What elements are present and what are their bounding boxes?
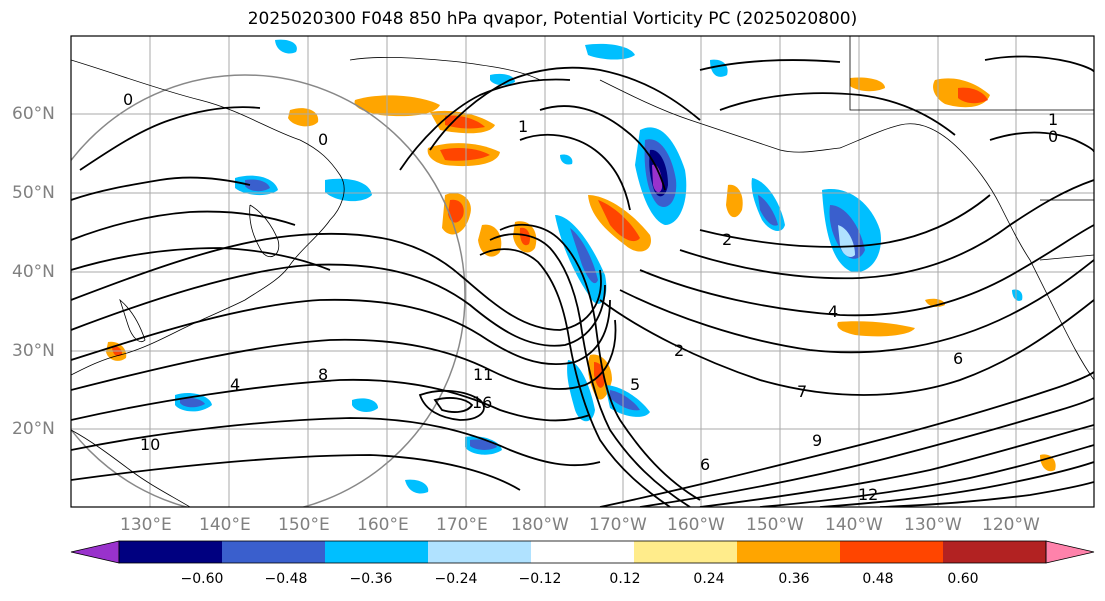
anomaly-patch — [837, 321, 915, 337]
anomaly-patch — [570, 228, 598, 284]
colorbar-segment — [325, 541, 429, 563]
contour-label: 0 — [318, 130, 328, 149]
range-circle — [71, 74, 466, 507]
colorbar-segment — [840, 541, 944, 563]
contour-label: 2 — [722, 230, 732, 249]
lon-label: 170°W — [589, 515, 647, 535]
lon-label: 130°W — [904, 515, 962, 535]
colorbar — [70, 540, 1095, 564]
colorbar-tick-label: −0.60 — [180, 571, 224, 587]
anomaly-patch — [354, 95, 440, 117]
colorbar-segment — [943, 541, 1047, 563]
anomaly-patch — [405, 479, 429, 494]
lat-label: 20°N — [12, 419, 55, 439]
colorbar-segment — [531, 541, 635, 563]
lon-label: 160°E — [357, 515, 409, 535]
anomaly-patch — [958, 87, 988, 104]
colorbar-tick-label: 0.48 — [862, 571, 894, 587]
colorbar-segment — [428, 541, 532, 563]
contour-label: 6 — [953, 349, 963, 368]
contour-labels: 0 0 0 1 1 2 2 4 4 5 6 6 7 8 9 10 11 12 1… — [123, 90, 1058, 504]
colorbar-tick-label: 0.12 — [609, 571, 641, 587]
colorbar-outline — [118, 540, 1047, 564]
anomaly-patch — [838, 225, 855, 257]
anomaly-patch — [478, 224, 502, 257]
colorbar-tick-label: −0.36 — [349, 571, 393, 587]
lat-label: 50°N — [12, 183, 55, 203]
lat-label: 30°N — [12, 341, 55, 361]
contour-label: 2 — [674, 341, 684, 360]
contour-label: 4 — [230, 375, 240, 394]
anomaly-patch — [275, 39, 297, 54]
lon-label: 180°W — [511, 515, 569, 535]
anomaly-patch — [751, 178, 785, 232]
contour-label: 11 — [473, 365, 493, 384]
lon-label: 150°E — [278, 515, 330, 535]
anomaly-patch — [180, 397, 205, 408]
colorbar-extend-low — [70, 540, 120, 564]
anomaly-patch — [758, 195, 778, 226]
pv-contours — [71, 55, 1094, 507]
colorbar-segment — [737, 541, 841, 563]
anomaly-patch — [652, 164, 663, 193]
anomaly-patch — [560, 154, 573, 165]
colorbar-tick-label: 0.24 — [693, 571, 725, 587]
anomaly-patch — [440, 147, 490, 161]
coastlines — [71, 36, 1094, 507]
contour-label: 10 — [140, 435, 160, 454]
contour-label: 0 — [123, 90, 133, 109]
anomaly-patch — [490, 73, 515, 86]
lat-label: 40°N — [12, 262, 55, 282]
contour-label: 4 — [828, 302, 838, 321]
anomaly-patch — [710, 59, 728, 77]
lon-label: 150°W — [746, 515, 804, 535]
colorbar-segment — [222, 541, 326, 563]
colorbar-tick-label: −0.12 — [518, 571, 562, 587]
contour-label: 9 — [812, 431, 822, 450]
anomaly-patch — [325, 178, 372, 202]
colorbar-segment — [634, 541, 738, 563]
colorbar-tick-label: −0.48 — [264, 571, 308, 587]
contour-label: 1 — [1048, 110, 1058, 129]
anomaly-patch — [352, 398, 378, 412]
lat-label: 60°N — [12, 104, 55, 124]
lon-label: 140°W — [825, 515, 883, 535]
anomaly-patch — [598, 200, 640, 242]
lon-label: 160°W — [667, 515, 725, 535]
lon-label: 130°E — [120, 515, 172, 535]
contour-label: 12 — [858, 485, 878, 504]
contour-label: 16 — [472, 393, 492, 412]
anomaly-patch — [245, 179, 270, 192]
anomaly-patch — [610, 390, 640, 411]
contour-label: 8 — [318, 365, 328, 384]
contour-label: 6 — [700, 455, 710, 474]
contour-label: 0 — [1048, 127, 1058, 146]
graticule — [71, 36, 1094, 507]
anomaly-patch — [519, 227, 530, 246]
contour-label: 5 — [630, 375, 640, 394]
colorbar-tick-label: −0.24 — [434, 571, 478, 587]
colorbar-extend-high — [1045, 540, 1095, 564]
colorbar-segment — [119, 541, 223, 563]
colorbar-tick-label: 0.60 — [947, 571, 979, 587]
contour-label: 1 — [518, 117, 528, 136]
lon-label: 120°W — [982, 515, 1040, 535]
lon-label: 140°E — [199, 515, 251, 535]
lon-label: 170°E — [436, 515, 488, 535]
colorbar-tick-label: 0.36 — [778, 571, 810, 587]
plot-title: 2025020300 F048 850 hPa qvapor, Potentia… — [247, 9, 858, 29]
contour-label: 7 — [797, 382, 807, 401]
map-frame — [70, 35, 1095, 508]
anomaly-patch — [1012, 289, 1023, 301]
anomaly-patch — [288, 108, 319, 127]
anomaly-patch — [448, 199, 464, 223]
